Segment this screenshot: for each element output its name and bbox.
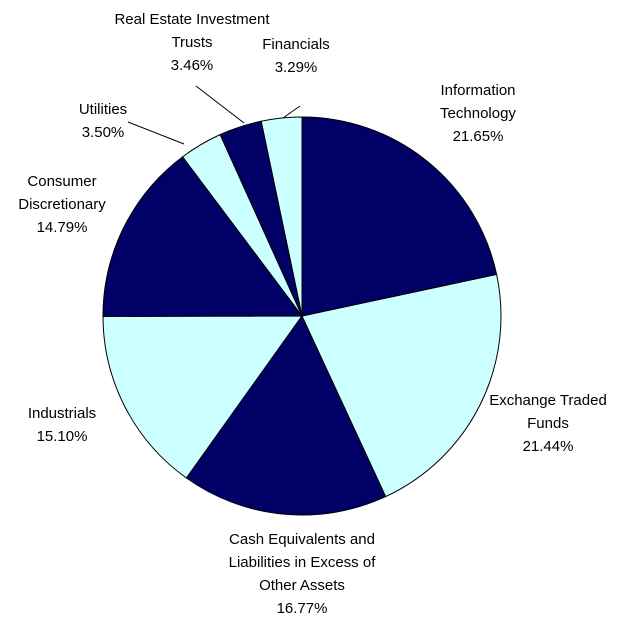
category-name: Financials <box>262 36 330 53</box>
pie-slice <box>301 273 502 498</box>
leader-line <box>282 105 301 119</box>
percent-label: 3.29% <box>274 59 318 76</box>
category-name: Industrials <box>27 405 97 422</box>
slice-label: Real Estate Investment Trusts 3.46% <box>97 8 287 77</box>
percent-label: 15.10% <box>36 428 88 445</box>
slice-label: Utilities 3.50% <box>63 98 143 144</box>
percent-label: 21.44% <box>522 438 574 455</box>
slice-label: Consumer Discretionary 14.79% <box>7 170 117 239</box>
pie-slice <box>102 315 303 479</box>
category-name: Information Technology <box>440 82 516 122</box>
slice-label: Information Technology 21.65% <box>428 79 528 148</box>
pie-slice <box>185 315 387 516</box>
pie-slice <box>301 116 498 317</box>
percent-label: 3.46% <box>170 57 214 74</box>
slice-label: Industrials 15.10% <box>7 402 117 448</box>
leader-line <box>195 85 245 124</box>
pie-slice <box>102 156 303 318</box>
percent-label: 21.65% <box>452 128 504 145</box>
category-name: Exchange Traded Funds <box>489 392 607 432</box>
category-name: Utilities <box>78 101 128 118</box>
slice-label: Exchange Traded Funds 21.44% <box>483 389 613 458</box>
percent-label: 14.79% <box>36 219 88 236</box>
slice-label: Financials 3.29% <box>246 33 346 79</box>
leader-line <box>127 121 185 145</box>
percent-label: 3.50% <box>81 124 125 141</box>
category-name: Real Estate Investment Trusts <box>114 11 270 51</box>
category-name: Consumer Discretionary <box>18 173 106 213</box>
slice-label: Cash Equivalents and Liabilities in Exce… <box>212 528 392 620</box>
percent-label: 16.77% <box>276 600 328 617</box>
leader-lines <box>127 85 301 145</box>
category-name: Cash Equivalents and Liabilities in Exce… <box>228 531 376 594</box>
